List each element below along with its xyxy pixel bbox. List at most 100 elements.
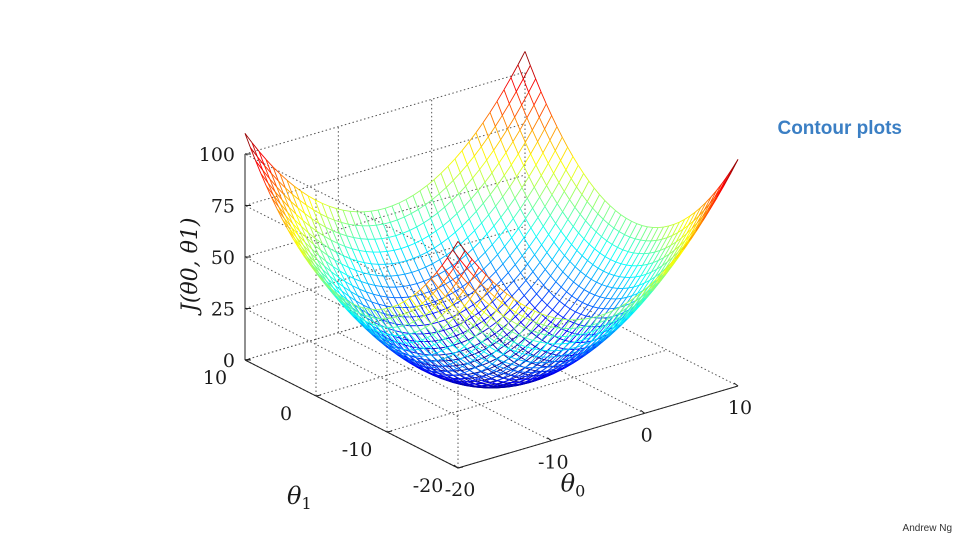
surface-mesh-segment (426, 185, 433, 200)
surface-mesh-segment (585, 207, 593, 221)
surface-mesh-segment (420, 341, 427, 349)
surface-mesh-segment (550, 321, 557, 327)
surface-mesh-segment (364, 262, 372, 265)
surface-mesh-segment (456, 368, 465, 374)
surface-mesh-segment (272, 194, 280, 208)
surface-mesh-segment (384, 338, 393, 347)
surface-mesh-segment (302, 244, 311, 254)
surface-mesh-segment (438, 281, 445, 289)
surface-mesh-segment (374, 284, 383, 288)
surface-mesh-segment (571, 319, 578, 329)
surface-mesh-segment (601, 236, 608, 242)
surface-mesh-segment (355, 300, 364, 306)
surface-mesh-segment (279, 173, 286, 189)
surface-mesh-segment (440, 243, 448, 256)
surface-mesh-segment (459, 305, 466, 313)
surface-mesh-segment (497, 246, 505, 255)
surface-mesh-segment (522, 307, 529, 317)
surface-mesh-segment (434, 341, 440, 345)
surface-mesh-segment (490, 254, 498, 263)
surface-mesh-segment (624, 265, 633, 278)
surface-mesh-segment (409, 226, 417, 231)
surface-mesh-segment (460, 318, 467, 326)
surface-mesh-segment (538, 103, 547, 118)
surface-mesh-segment (483, 261, 491, 270)
z-tick-label: 0 (223, 350, 235, 372)
surface-mesh-segment (558, 347, 564, 350)
surface-mesh-segment (592, 252, 601, 265)
surface-mesh-segment (606, 227, 615, 242)
surface-mesh-segment (527, 367, 534, 373)
surface-mesh-segment (640, 226, 648, 241)
surface-mesh-segment (593, 306, 599, 309)
surface-mesh-segment (534, 348, 542, 351)
surface-mesh-segment (489, 304, 497, 311)
surface-mesh-segment (435, 288, 442, 299)
surface-mesh-segment (400, 297, 407, 308)
surface-mesh-segment (389, 340, 398, 349)
surface-mesh-segment (514, 197, 521, 209)
surface-mesh-segment (405, 342, 414, 351)
surface-mesh-segment (312, 209, 320, 224)
surface-mesh-segment (615, 210, 622, 216)
surface-mesh-segment (468, 211, 477, 220)
surface-mesh-segment (300, 226, 309, 234)
surface-mesh-segment (510, 344, 518, 351)
surface-mesh-segment (363, 211, 370, 226)
surface-mesh-segment (524, 367, 531, 370)
surface-mesh-segment (503, 315, 511, 321)
surface-mesh-segment (691, 215, 700, 229)
surface-mesh-segment (513, 298, 522, 305)
surface-mesh-segment (443, 360, 450, 367)
surface-mesh-segment (327, 278, 336, 286)
surface-mesh-segment (406, 310, 412, 314)
surface-mesh-segment (571, 327, 579, 329)
surface-mesh-segment (397, 326, 405, 336)
surface-mesh-segment (470, 198, 477, 212)
surface-mesh-segment (672, 245, 681, 258)
surface-mesh-segment (448, 267, 455, 275)
surface-mesh-segment (465, 309, 472, 318)
surface-mesh-segment (411, 306, 418, 311)
surface-mesh-segment (599, 194, 606, 201)
surface-mesh-segment (395, 235, 402, 249)
slide-title: Contour plots (777, 118, 902, 139)
surface-mesh-segment (276, 186, 284, 195)
surface-mesh-segment (309, 226, 316, 239)
surface-mesh-segment (627, 301, 635, 308)
surface-mesh-segment (344, 281, 351, 292)
surface-mesh-segment (395, 315, 402, 318)
surface-mesh-segment (620, 307, 628, 313)
surface-mesh-segment (590, 338, 598, 343)
surface-mesh-segment (311, 248, 320, 256)
surface-mesh-segment (496, 310, 504, 317)
surface-mesh-segment (552, 300, 560, 311)
surface-mesh-segment (356, 305, 363, 308)
surface-mesh-segment (473, 267, 480, 277)
surface-mesh-segment (656, 257, 665, 270)
surface-mesh-segment (320, 213, 328, 218)
surface-mesh-segment (481, 327, 490, 333)
surface-mesh-segment (616, 315, 623, 324)
surface-mesh-segment (279, 203, 288, 213)
surface-mesh-segment (352, 285, 360, 290)
surface-mesh-segment (360, 281, 369, 285)
surface-mesh-segment (564, 348, 571, 356)
surface-mesh-segment (469, 341, 477, 348)
surface-mesh-segment (605, 316, 614, 326)
surface-mesh-segment (500, 207, 509, 218)
surface-mesh-segment (541, 366, 548, 373)
surface-mesh-segment (433, 347, 441, 350)
surface-mesh-segment (659, 247, 666, 251)
surface-mesh-segment (419, 185, 428, 192)
surface-mesh-segment (540, 91, 547, 105)
surface-mesh-segment (399, 303, 407, 314)
surface-mesh-segment (546, 296, 555, 306)
surface-mesh-segment (490, 350, 497, 357)
surface-mesh-segment (430, 354, 439, 361)
surface-mesh-segment (419, 190, 426, 205)
surface-mesh-segment (388, 334, 396, 343)
surface-mesh-segment (434, 301, 441, 312)
surface-mesh-segment (644, 279, 650, 284)
surface-mesh-segment (553, 230, 562, 243)
